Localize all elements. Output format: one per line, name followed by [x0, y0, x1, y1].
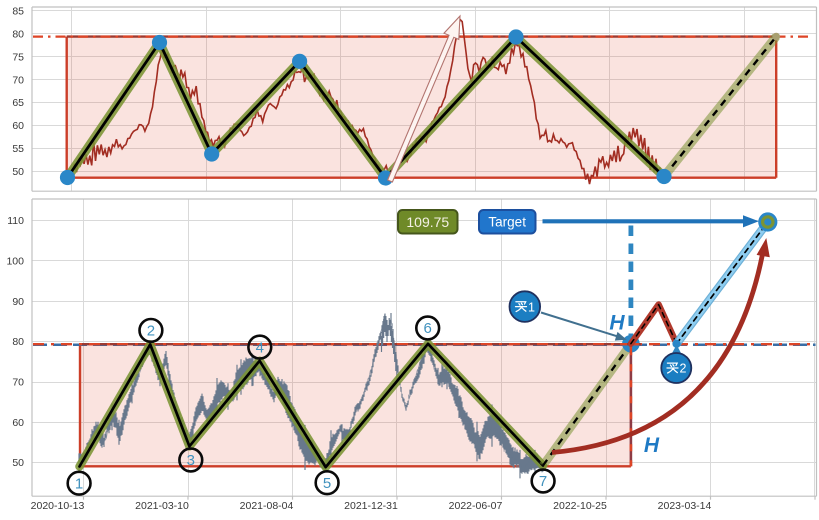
svg-text:60: 60	[12, 120, 24, 132]
svg-text:1: 1	[75, 475, 83, 492]
svg-text:2: 2	[680, 362, 687, 376]
svg-text:60: 60	[12, 417, 24, 429]
svg-text:2021-03-10: 2021-03-10	[135, 500, 189, 512]
svg-text:90: 90	[12, 296, 24, 308]
svg-text:2022-10-25: 2022-10-25	[553, 500, 607, 512]
svg-text:80: 80	[12, 336, 24, 348]
svg-text:80: 80	[12, 28, 24, 40]
svg-text:6: 6	[424, 320, 432, 337]
svg-text:1: 1	[528, 300, 535, 314]
svg-text:H: H	[609, 312, 625, 335]
svg-text:75: 75	[12, 51, 24, 63]
svg-text:2022-06-07: 2022-06-07	[449, 500, 503, 512]
svg-text:50: 50	[12, 457, 24, 469]
svg-text:110: 110	[7, 215, 24, 227]
svg-text:65: 65	[12, 97, 24, 109]
svg-text:85: 85	[12, 6, 24, 18]
svg-text:7: 7	[539, 473, 547, 490]
svg-text:3: 3	[187, 452, 195, 469]
svg-text:4: 4	[256, 339, 264, 356]
svg-text:H: H	[644, 434, 660, 457]
svg-text:2021-12-31: 2021-12-31	[344, 500, 398, 512]
svg-text:100: 100	[6, 255, 24, 267]
svg-text:55: 55	[12, 143, 24, 155]
svg-text:70: 70	[12, 74, 24, 86]
svg-text:2: 2	[147, 323, 155, 340]
svg-text:Target: Target	[488, 215, 526, 230]
svg-text:70: 70	[12, 377, 24, 389]
svg-text:2023-03-14: 2023-03-14	[658, 500, 712, 512]
svg-text:2020-10-13: 2020-10-13	[31, 500, 85, 512]
svg-text:50: 50	[12, 166, 24, 178]
svg-text:109.75: 109.75	[406, 214, 449, 230]
svg-text:2021-08-04: 2021-08-04	[240, 500, 294, 512]
svg-text:5: 5	[323, 475, 331, 492]
